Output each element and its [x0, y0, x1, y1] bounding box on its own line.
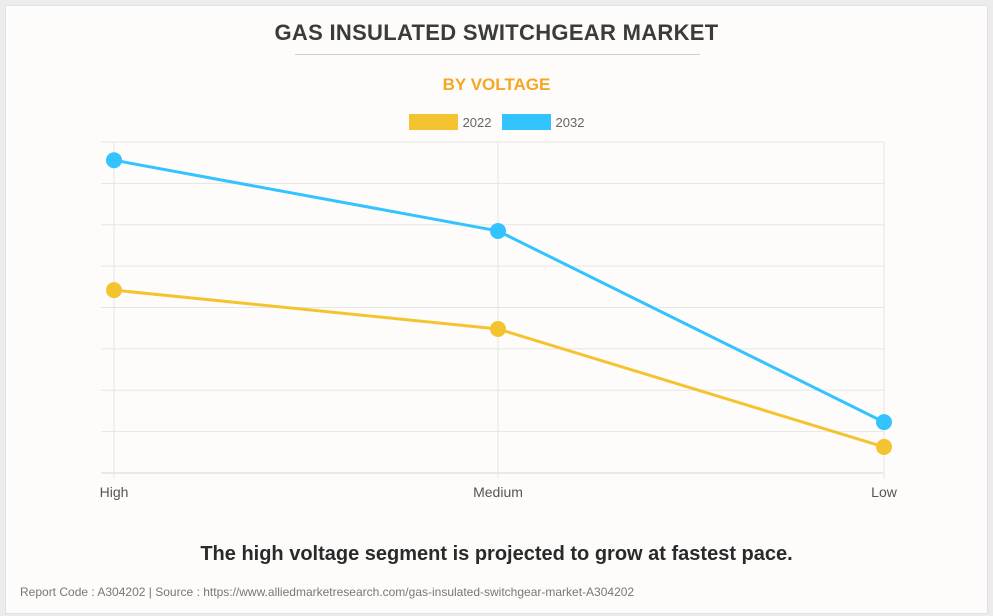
chart-caption: The high voltage segment is projected to… — [200, 543, 793, 565]
legend-item-2032[interactable]: 2032 — [501, 114, 585, 130]
series-line-2022 — [113, 288, 885, 449]
legend-swatch-2022 — [408, 114, 458, 130]
x-tick-label: High — [100, 484, 129, 500]
data-point-2032-low[interactable] — [876, 414, 892, 431]
chart-subtitle: BY VOLTAGE — [442, 75, 551, 94]
x-tick-label: Low — [871, 484, 898, 500]
legend-item-2022[interactable]: 2022 — [408, 114, 492, 130]
title-divider — [295, 54, 700, 55]
data-point-2022-high[interactable] — [106, 282, 122, 299]
legend-label-2032: 2032 — [555, 114, 585, 130]
legend-label-2022: 2022 — [462, 114, 492, 130]
legend-swatch-2032 — [501, 114, 551, 130]
data-point-2022-medium[interactable] — [490, 321, 506, 338]
chart-title: GAS INSULATED SWITCHGEAR MARKET — [274, 20, 719, 45]
source-footer: Report Code : A304202 | Source : https:/… — [20, 585, 635, 599]
data-point-2032-medium[interactable] — [490, 222, 506, 239]
data-point-2032-high[interactable] — [106, 152, 122, 169]
x-tick-label: Medium — [473, 484, 523, 500]
chart-card — [5, 5, 988, 614]
legend: 2022 2032 — [0, 114, 993, 130]
data-point-2022-low[interactable] — [876, 438, 892, 455]
series-line-2032 — [113, 158, 885, 424]
